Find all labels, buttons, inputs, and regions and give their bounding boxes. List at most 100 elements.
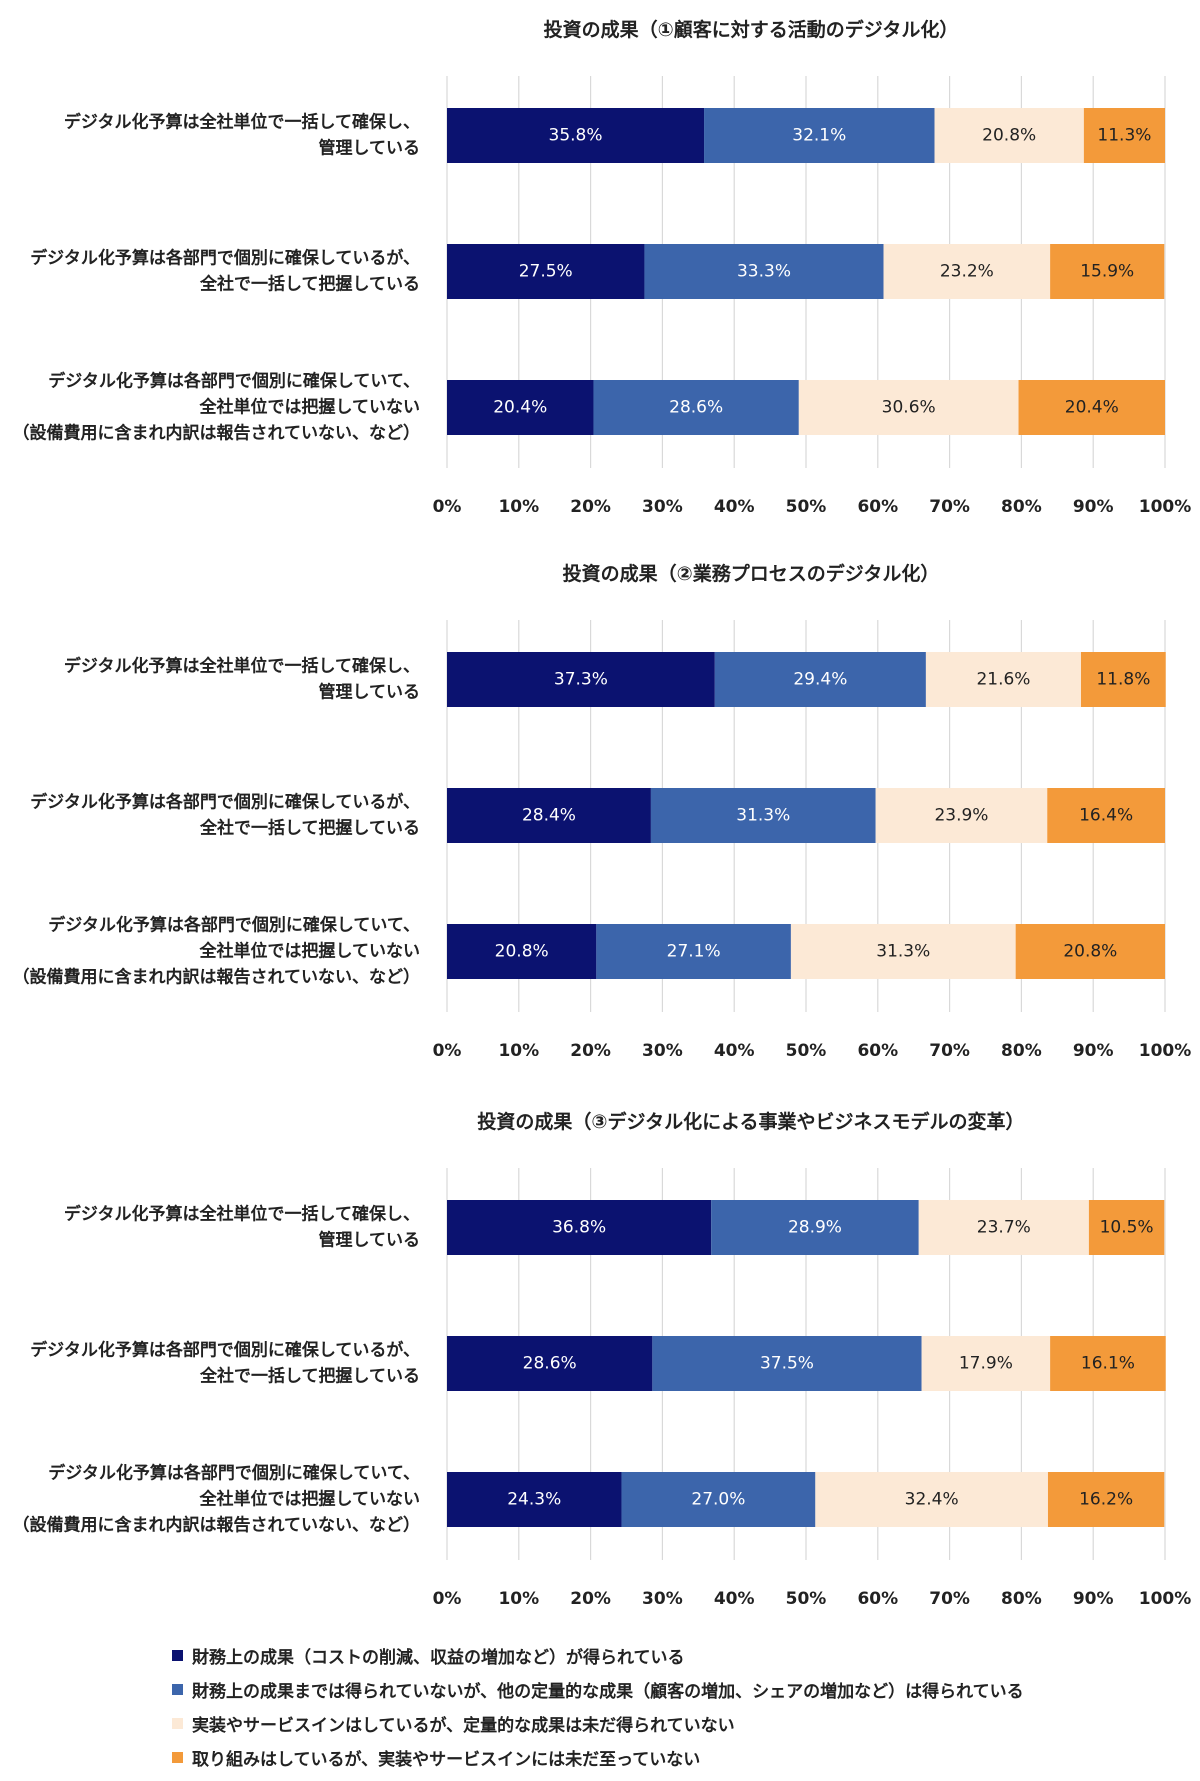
legend-swatch-quantitative xyxy=(172,1683,183,1695)
legend: 財務上の成果（コストの削減、収益の増加など）が得られている 財務上の成果までは得… xyxy=(172,1638,1024,1774)
x-tick-label-3-2: 20% xyxy=(570,1589,611,1609)
data-label-1-1-4: 11.3% xyxy=(1097,126,1151,146)
category-label-3-3-line-3: （設備費用に含まれ内訳は報告されていない、など） xyxy=(13,1515,421,1536)
data-label-3-1-1: 36.8% xyxy=(552,1218,606,1238)
bar-segment-3-2-2 xyxy=(652,1336,922,1391)
bar-segment-2-3-3 xyxy=(790,924,1016,979)
legend-item-in-progress: 取り組みはしているが、実装やサービスインには未だ至っていない xyxy=(172,1740,1024,1774)
x-tick-label-2-7: 70% xyxy=(929,1041,970,1061)
legend-swatch-in-progress xyxy=(172,1751,183,1763)
data-label-3-2-1: 28.6% xyxy=(523,1354,577,1374)
legend-item-quantitative: 財務上の成果までは得られていないが、他の定量的な成果（顧客の増加、シェアの増加な… xyxy=(172,1672,1024,1706)
legend-label-financial: 財務上の成果（コストの削減、収益の増加など）が得られている xyxy=(192,1647,685,1668)
data-label-1-3-4: 20.4% xyxy=(1065,398,1119,418)
data-label-2-1-2: 29.4% xyxy=(793,670,847,690)
x-tick-label-2-1: 10% xyxy=(498,1041,539,1061)
data-label-2-3-3: 31.3% xyxy=(876,942,930,962)
x-tick-label-3-10: 100% xyxy=(1139,1589,1192,1609)
data-label-1-3-1: 20.4% xyxy=(493,398,547,418)
bar-segment-2-2-2 xyxy=(650,788,876,843)
bar-segment-2-3-1 xyxy=(447,924,597,979)
chart-title-3: 投資の成果（③デジタル化による事業やビジネスモデルの変革） xyxy=(477,1110,1024,1133)
legend-label-in-progress: 取り組みはしているが、実装やサービスインには未だ至っていない xyxy=(192,1749,701,1770)
data-label-2-1-3: 21.6% xyxy=(976,670,1030,690)
category-label-2-2-line-2: 全社で一括して把握している xyxy=(199,818,420,839)
x-tick-label-3-7: 70% xyxy=(929,1589,970,1609)
bar-segment-3-2-1 xyxy=(447,1336,653,1391)
x-tick-label-3-8: 80% xyxy=(1001,1589,1042,1609)
bar-segment-3-1-3 xyxy=(918,1200,1089,1255)
data-label-2-3-2: 27.1% xyxy=(667,942,721,962)
x-tick-label-2-5: 50% xyxy=(786,1041,827,1061)
category-label-3-2-line-2: 全社で一括して把握している xyxy=(199,1366,420,1387)
x-tick-label-3-0: 0% xyxy=(433,1589,462,1609)
category-label-3-2-line-1: デジタル化予算は各部門で個別に確保しているが、 xyxy=(30,1340,420,1361)
category-label-1-3-line-1: デジタル化予算は各部門で個別に確保していて、 xyxy=(48,371,420,392)
category-label-2-2-line-1: デジタル化予算は各部門で個別に確保しているが、 xyxy=(30,792,420,813)
category-label-3-3-line-1: デジタル化予算は各部門で個別に確保していて、 xyxy=(48,1463,420,1484)
x-tick-label-2-3: 30% xyxy=(642,1041,683,1061)
x-tick-label-1-8: 80% xyxy=(1001,497,1042,517)
x-tick-label-1-10: 100% xyxy=(1139,497,1192,517)
data-label-3-1-4: 10.5% xyxy=(1100,1218,1154,1238)
x-tick-label-2-2: 20% xyxy=(570,1041,611,1061)
category-label-1-3-line-3: （設備費用に含まれ内訳は報告されていない、など） xyxy=(13,423,421,444)
bar-segment-1-1-3 xyxy=(934,108,1084,163)
data-label-2-3-1: 20.8% xyxy=(495,942,549,962)
data-label-3-3-3: 32.4% xyxy=(905,1490,959,1510)
data-label-3-1-3: 23.7% xyxy=(977,1218,1031,1238)
bar-segment-3-3-4 xyxy=(1047,1472,1165,1527)
x-tick-label-1-0: 0% xyxy=(433,497,462,517)
category-label-2-3-line-3: （設備費用に含まれ内訳は報告されていない、など） xyxy=(13,967,421,988)
x-tick-label-3-3: 30% xyxy=(642,1589,683,1609)
data-label-2-1-1: 37.3% xyxy=(554,670,608,690)
x-tick-label-3-6: 60% xyxy=(857,1589,898,1609)
category-label-1-1-line-1: デジタル化予算は全社単位で一括して確保し、 xyxy=(64,112,420,133)
bar-segment-2-3-2 xyxy=(596,924,791,979)
bar-segment-1-2-1 xyxy=(447,244,645,299)
category-label-1-1-line-2: 管理している xyxy=(319,138,421,159)
data-label-1-2-1: 27.5% xyxy=(519,262,573,282)
data-label-2-1-4: 11.8% xyxy=(1096,670,1150,690)
data-label-2-2-1: 28.4% xyxy=(522,806,576,826)
data-label-3-3-1: 24.3% xyxy=(507,1490,561,1510)
bar-segment-1-3-4 xyxy=(1018,380,1165,435)
x-tick-label-1-6: 60% xyxy=(857,497,898,517)
bar-segment-3-1-4 xyxy=(1088,1200,1165,1255)
bar-segment-3-3-1 xyxy=(447,1472,622,1527)
x-tick-label-1-7: 70% xyxy=(929,497,970,517)
bar-segment-2-1-3 xyxy=(925,652,1081,707)
data-label-1-3-3: 30.6% xyxy=(882,398,936,418)
x-tick-label-2-8: 80% xyxy=(1001,1041,1042,1061)
bar-segment-2-3-4 xyxy=(1015,924,1165,979)
bar-segment-1-3-3 xyxy=(798,380,1019,435)
x-tick-label-3-9: 90% xyxy=(1073,1589,1114,1609)
x-tick-label-3-1: 10% xyxy=(498,1589,539,1609)
data-label-3-1-2: 28.9% xyxy=(788,1218,842,1238)
category-label-2-1-line-2: 管理している xyxy=(319,682,421,703)
x-tick-label-1-5: 50% xyxy=(786,497,827,517)
category-label-1-2-line-1: デジタル化予算は各部門で個別に確保しているが、 xyxy=(30,248,420,269)
bar-segment-3-1-2 xyxy=(711,1200,919,1255)
legend-item-implemented: 実装やサービスインはしているが、定量的な成果は未だ得られていない xyxy=(172,1706,1024,1740)
x-tick-label-1-4: 40% xyxy=(714,497,755,517)
category-label-1-3-line-2: 全社単位では把握していない xyxy=(199,397,421,418)
bar-segment-2-1-2 xyxy=(714,652,926,707)
data-label-2-2-3: 23.9% xyxy=(934,806,988,826)
x-tick-label-1-1: 10% xyxy=(498,497,539,517)
x-tick-label-2-9: 90% xyxy=(1073,1041,1114,1061)
bar-segment-1-2-4 xyxy=(1050,244,1165,299)
bar-segment-3-2-3 xyxy=(921,1336,1051,1391)
data-label-3-3-4: 16.2% xyxy=(1079,1490,1133,1510)
chart-title-1: 投資の成果（①顧客に対する活動のデジタル化） xyxy=(544,18,959,41)
legend-label-quantitative: 財務上の成果までは得られていないが、他の定量的な成果（顧客の増加、シェアの増加な… xyxy=(192,1681,1024,1702)
bar-segment-2-2-1 xyxy=(447,788,651,843)
bar-segment-1-1-2 xyxy=(704,108,935,163)
data-label-1-1-3: 20.8% xyxy=(982,126,1036,146)
legend-label-implemented: 実装やサービスインはしているが、定量的な成果は未だ得られていない xyxy=(192,1715,735,1736)
x-tick-label-2-10: 100% xyxy=(1139,1041,1192,1061)
chart-title-2: 投資の成果（②業務プロセスのデジタル化） xyxy=(563,562,940,585)
category-label-3-1-line-2: 管理している xyxy=(319,1230,421,1251)
bar-segment-3-3-2 xyxy=(621,1472,816,1527)
